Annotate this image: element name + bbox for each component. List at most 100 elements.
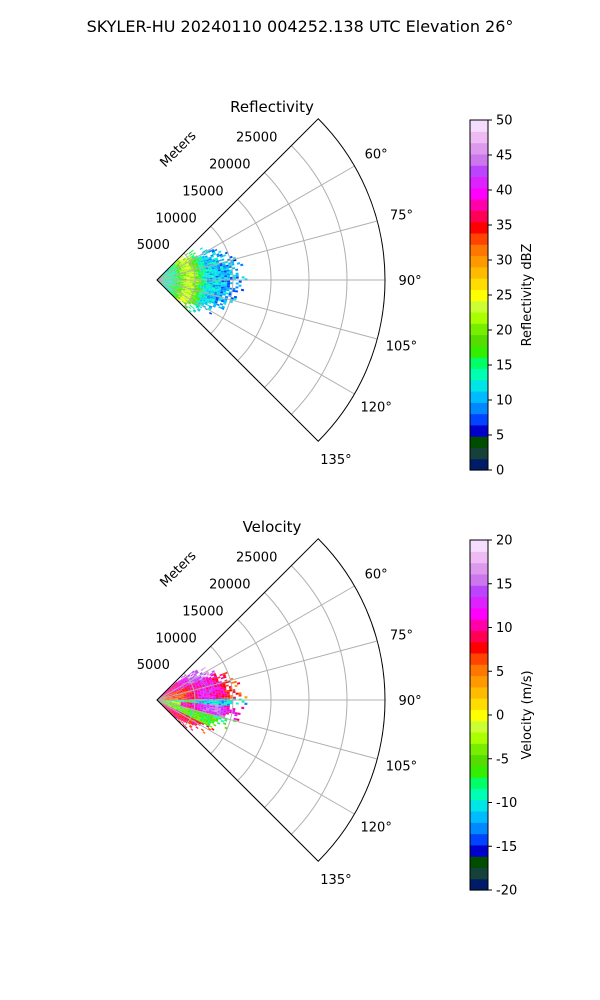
echo-cell <box>175 697 178 699</box>
echo-cell <box>184 711 188 714</box>
echo-cell <box>163 280 167 281</box>
echo-cell <box>173 287 177 290</box>
echo-cell <box>175 262 178 265</box>
echo-cell <box>172 280 176 282</box>
echo-cell <box>169 701 173 703</box>
echo-cell <box>175 682 178 685</box>
echo-cell <box>199 265 203 268</box>
echo-cell <box>163 699 167 700</box>
echo-cell <box>189 299 193 303</box>
echo-cell <box>217 709 221 712</box>
echo-cell <box>198 683 202 686</box>
echo-cell <box>182 269 186 272</box>
echo-cell <box>211 678 216 681</box>
echo-cell <box>169 708 173 710</box>
echo-cell <box>200 298 204 301</box>
echo-cell <box>214 677 218 680</box>
echo-cell <box>191 721 195 724</box>
echo-cell <box>204 721 208 725</box>
echo-cell <box>164 705 168 707</box>
echo-cell <box>179 269 182 271</box>
echo-cell <box>188 676 192 679</box>
echo-cell <box>197 308 201 311</box>
echo-cell <box>180 694 184 696</box>
echo-cell <box>214 291 218 294</box>
echo-cell <box>229 269 233 272</box>
echo-cell <box>166 700 170 702</box>
echo-cell <box>191 716 195 719</box>
echo-cell <box>206 672 210 676</box>
echo-cell <box>175 277 178 279</box>
echo-cell <box>202 299 206 302</box>
echo-cell <box>169 701 173 703</box>
echo-cell <box>177 276 181 278</box>
echo-cell <box>201 683 205 686</box>
echo-cell <box>186 274 190 276</box>
echo-cell <box>201 713 205 716</box>
echo-cell <box>188 300 192 304</box>
echo-cell <box>180 686 184 689</box>
echo-cell <box>166 280 170 281</box>
echo-cell <box>180 276 184 278</box>
echo-cell <box>191 296 195 299</box>
echo-cell <box>200 668 204 671</box>
echo-cell <box>187 267 191 270</box>
echo-cell <box>172 276 175 278</box>
echo-cell <box>230 696 233 699</box>
colorbar-tick-label: 10 <box>496 621 513 636</box>
echo-cell <box>227 695 230 698</box>
echo-cell <box>229 271 233 274</box>
echo-cell <box>177 692 180 694</box>
echo-cell <box>166 697 170 699</box>
echo-cell <box>165 703 169 706</box>
echo-cell <box>227 280 231 283</box>
echo-cell <box>168 274 172 276</box>
echo-cell <box>235 274 239 277</box>
echo-cell <box>215 274 219 277</box>
echo-cell <box>200 287 204 290</box>
echo-cell <box>197 296 201 299</box>
echo-cell <box>214 248 218 252</box>
echo-cell <box>188 271 192 274</box>
echo-cell <box>171 693 175 695</box>
echo-cell <box>224 697 228 699</box>
echo-cell <box>175 698 179 700</box>
echo-cell <box>193 267 197 270</box>
echo-cell <box>167 271 170 274</box>
echo-cell <box>174 705 178 707</box>
echo-cell <box>166 281 170 282</box>
echo-cell <box>181 289 185 292</box>
colorbar-segment <box>470 844 488 857</box>
colorbar-segment <box>470 799 488 812</box>
echo-cell <box>224 280 228 283</box>
echo-cell <box>173 706 177 709</box>
colorbar-segment <box>470 652 488 665</box>
echo-cell <box>201 262 205 265</box>
range-tick-label: 10000 <box>155 631 196 646</box>
echo-cell <box>164 286 167 289</box>
echo-cell <box>181 688 185 691</box>
echo-cell <box>212 271 216 274</box>
echo-cell <box>163 275 166 278</box>
echo-cell <box>206 718 210 721</box>
echo-cell <box>204 713 208 716</box>
echo-cell <box>184 305 188 309</box>
echo-cell <box>189 276 193 278</box>
echo-cell <box>194 674 197 677</box>
echo-cell <box>201 264 205 267</box>
echo-cell <box>167 286 170 289</box>
echo-cell <box>189 281 193 283</box>
echo-cell <box>198 697 202 699</box>
echo-cell <box>168 272 171 275</box>
echo-cell <box>174 296 177 299</box>
echo-cell <box>166 695 169 697</box>
echo-cell <box>196 291 200 294</box>
echo-cell <box>195 702 199 704</box>
echo-cell <box>220 299 225 303</box>
echo-cell <box>183 698 187 699</box>
echo-cell <box>219 253 223 257</box>
echo-cell <box>160 281 164 283</box>
echo-cell <box>223 688 227 691</box>
azimuth-tick-label: 105° <box>386 760 417 775</box>
